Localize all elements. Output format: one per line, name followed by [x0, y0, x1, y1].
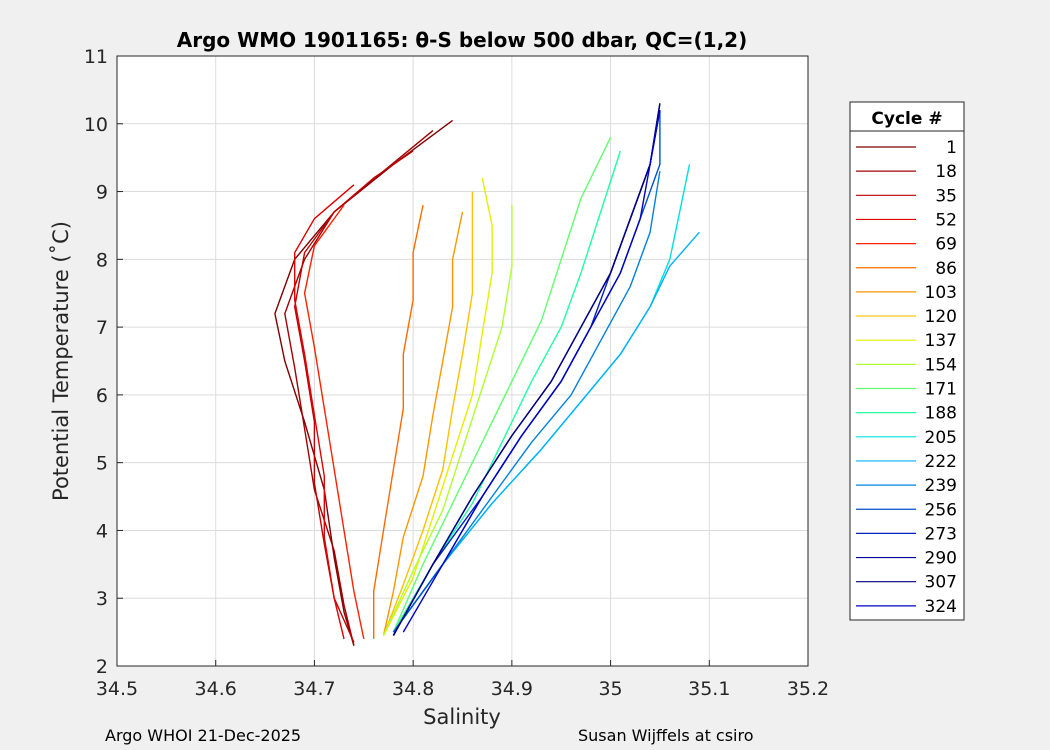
- x-tick-label: 34.8: [392, 678, 434, 700]
- legend: Cycle # 1 18 35 52 69 86 103 120 137 154 171 188 205…: [849, 101, 965, 621]
- x-tick-label: 34.9: [491, 678, 533, 700]
- legend-entry-label: 307: [925, 573, 957, 593]
- y-tick-label: 2: [96, 656, 108, 678]
- x-tick-label: 35.2: [787, 678, 829, 700]
- legend-entry-label: 137: [925, 331, 957, 351]
- series-line-69: [303, 204, 365, 640]
- plot-area: [117, 56, 808, 666]
- legend-title: Cycle #: [871, 109, 942, 129]
- legend-entry-label: 35: [935, 186, 957, 206]
- legend-entry-label: 205: [925, 428, 957, 448]
- legend-entry-label: 239: [925, 476, 957, 496]
- legend-entry-label: 86: [935, 259, 957, 279]
- legend-entry-label: 52: [935, 210, 957, 230]
- series-line-52: [294, 184, 355, 640]
- series-line-103: [382, 211, 464, 636]
- legend-entry-label: 171: [925, 380, 957, 400]
- legend-entry-label: 103: [925, 283, 957, 303]
- footer-left: Argo WHOI 21-Dec-2025: [105, 726, 302, 745]
- series-line-239: [392, 171, 661, 633]
- x-tick-label: 34.6: [195, 678, 237, 700]
- series-line-188: [392, 150, 622, 633]
- series-line-154: [382, 205, 513, 636]
- series-line-324: [402, 110, 661, 633]
- legend-entries: 1 18 35 52 69 86 103 120 137 154 171 188 205 222 239 25…: [856, 138, 957, 617]
- legend-entry-label: 1: [946, 138, 957, 158]
- legend-entry-label: 290: [925, 549, 957, 569]
- x-tick-label: 34.5: [96, 678, 138, 700]
- series-line-307: [392, 103, 661, 636]
- y-tick-label: 11: [84, 46, 108, 68]
- series-lines: [274, 103, 700, 646]
- y-axis-label: Potential Temperature (˚C): [49, 221, 73, 501]
- y-tick-label: 9: [96, 182, 108, 204]
- legend-entry-label: 120: [925, 307, 957, 327]
- y-tick-label: 5: [96, 453, 108, 475]
- axis-ticks: 34.5 34.6 34.7 34.8 34.9 35 35.1 35.2 2 3 4 5 6 7 8 9 10…: [84, 46, 829, 700]
- y-tick-label: 3: [96, 588, 108, 610]
- y-tick-label: 6: [96, 385, 108, 407]
- plot-frame: [116, 55, 809, 667]
- y-tick-label: 7: [96, 317, 108, 339]
- chart-title: Argo WMO 1901165: θ-S below 500 dbar, QC…: [177, 28, 747, 52]
- x-tick-label: 35.1: [688, 678, 730, 700]
- legend-entry-label: 222: [925, 452, 957, 472]
- legend-entry-label: 256: [925, 500, 957, 520]
- x-tick-label: 35: [598, 678, 622, 700]
- y-tick-label: 8: [96, 249, 108, 271]
- legend-entry-label: 324: [925, 597, 957, 617]
- legend-entry-label: 69: [935, 235, 957, 255]
- legend-entry-label: 18: [935, 162, 957, 182]
- series-line-171: [392, 136, 612, 633]
- legend-entry-label: 188: [925, 404, 957, 424]
- series-line-35: [294, 150, 414, 643]
- y-tick-label: 10: [84, 114, 108, 136]
- x-axis-label: Salinity: [423, 705, 501, 729]
- y-tick-label: 4: [96, 520, 108, 542]
- series-line-120: [382, 191, 474, 636]
- footer-right: Susan Wijffels at csiro: [578, 726, 754, 745]
- legend-entry-label: 273: [925, 524, 957, 544]
- series-line-222: [392, 231, 700, 633]
- x-tick-label: 34.7: [293, 678, 335, 700]
- series-line-86: [373, 204, 424, 639]
- legend-entry-label: 154: [925, 355, 957, 375]
